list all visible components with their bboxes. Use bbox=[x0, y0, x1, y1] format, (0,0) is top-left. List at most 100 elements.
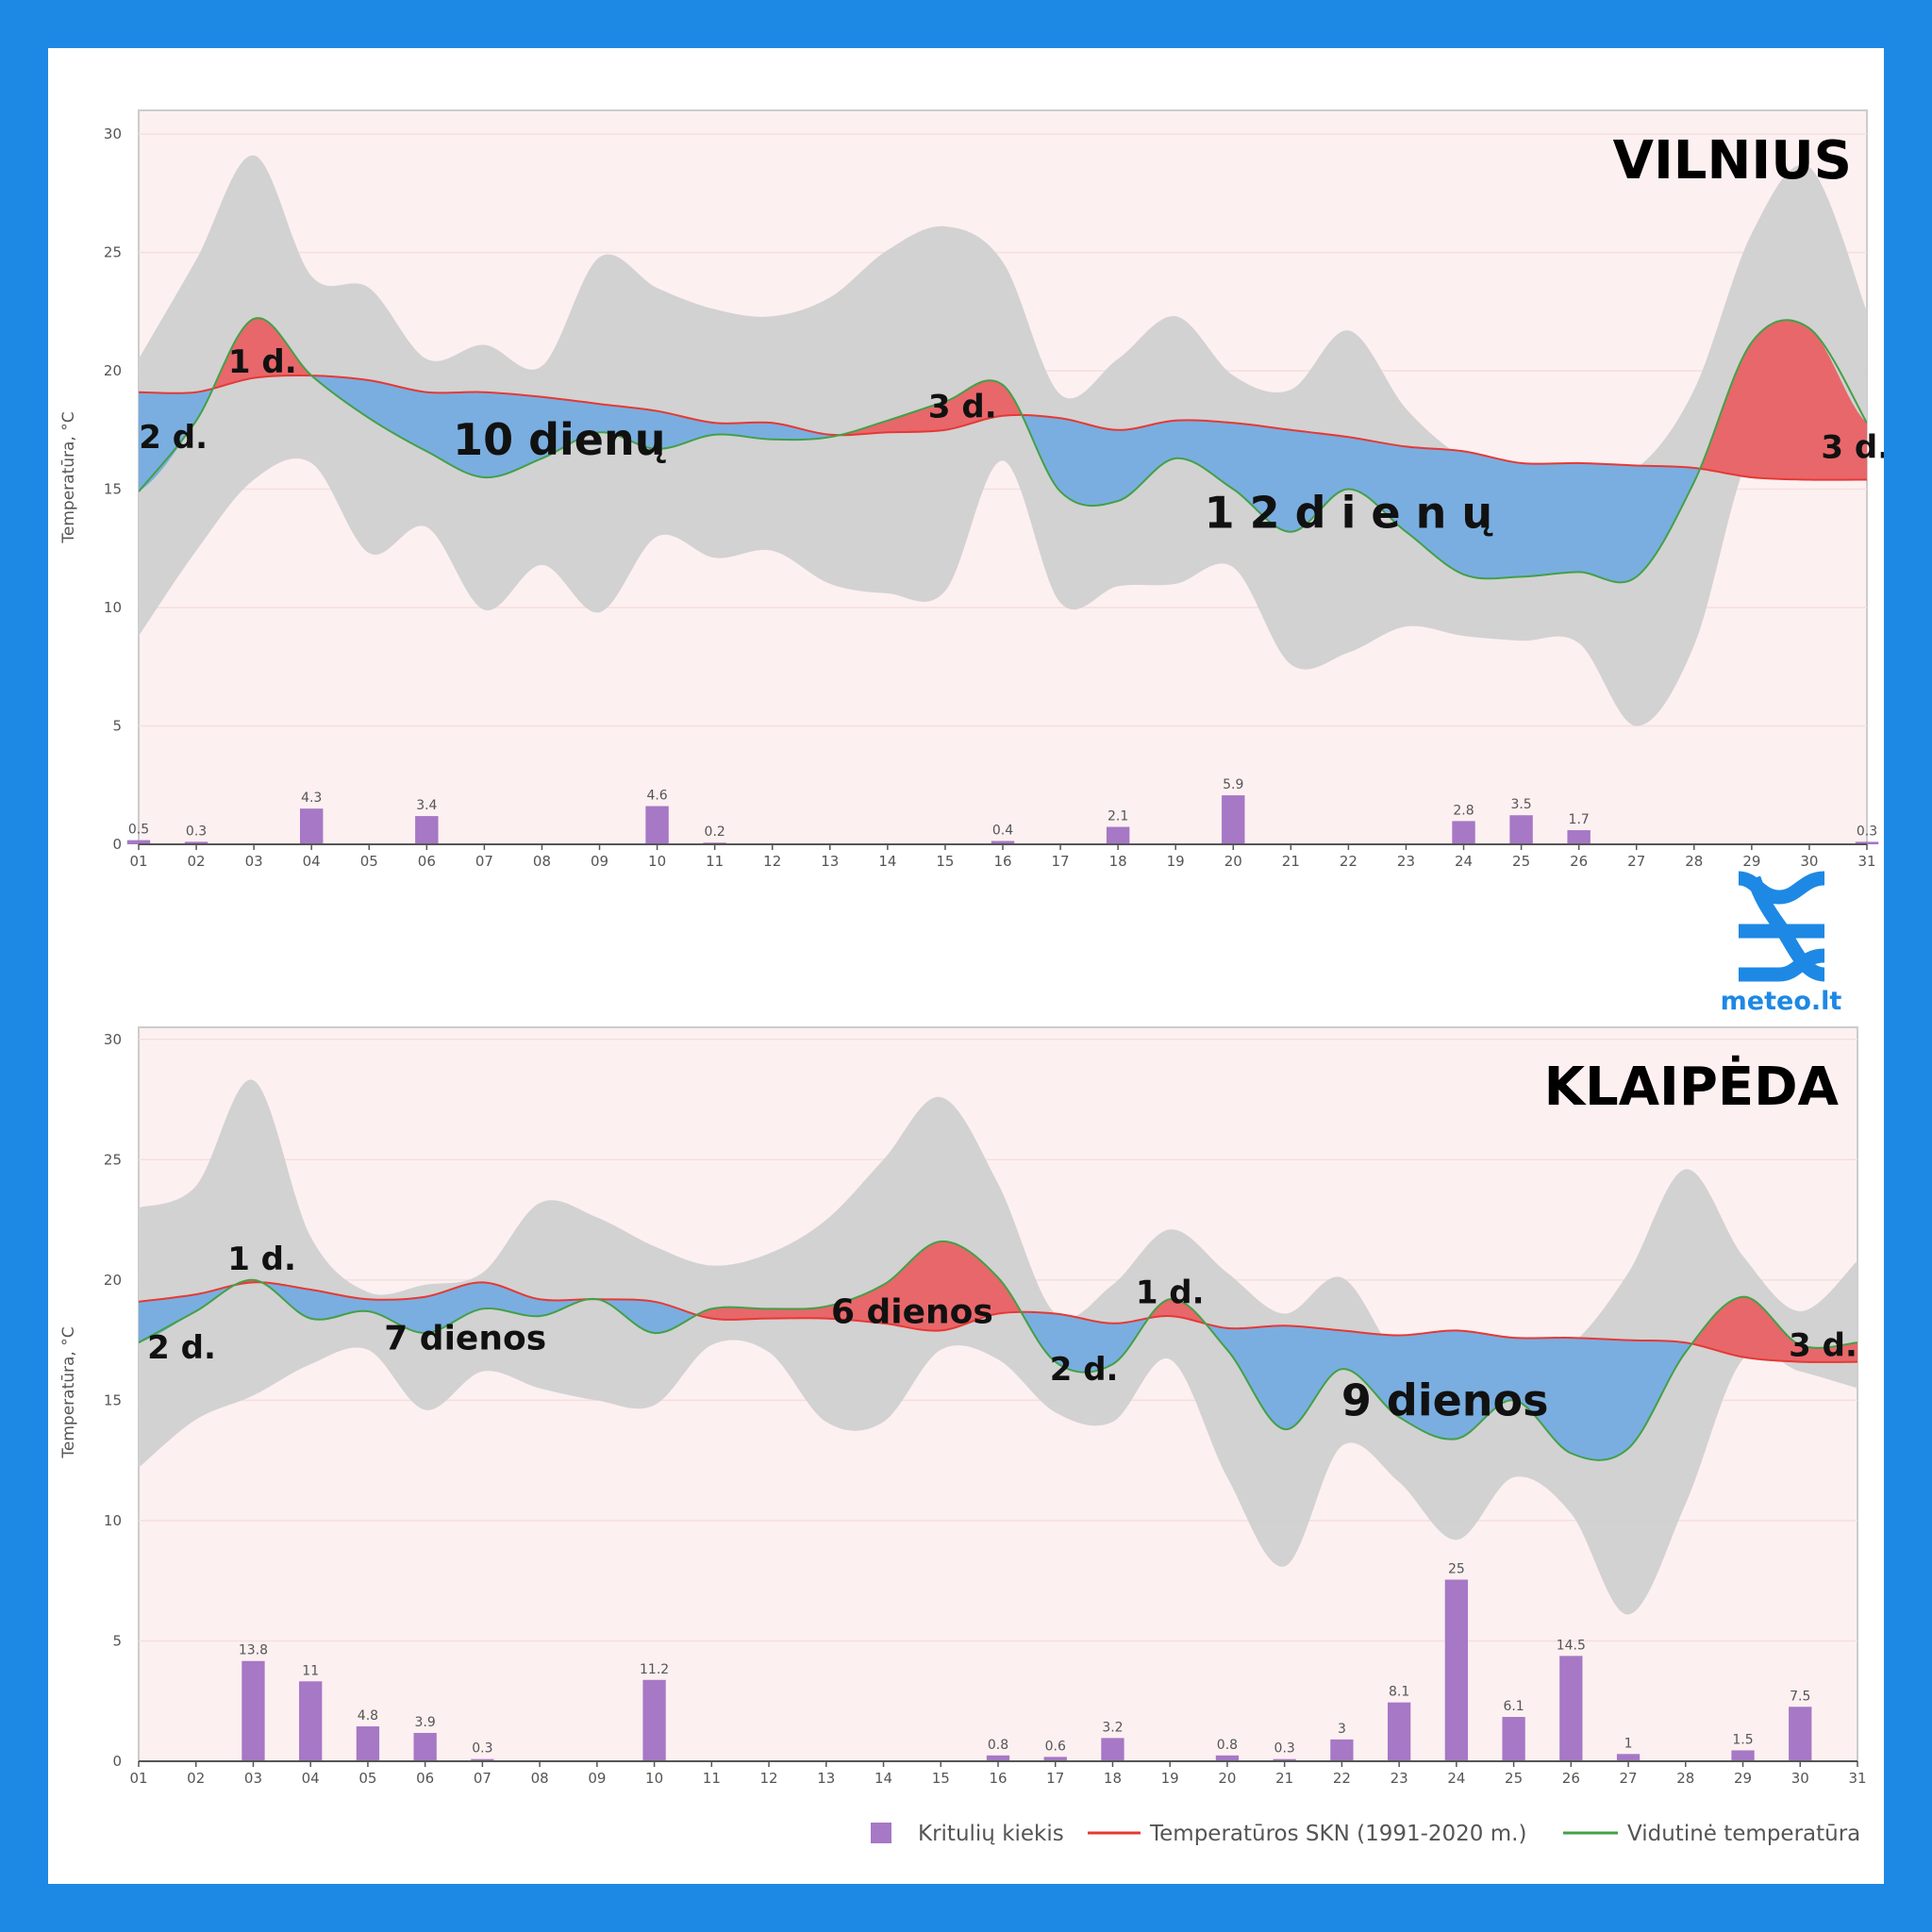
x-tick-label: 22 bbox=[1333, 1770, 1351, 1787]
x-tick-label: 27 bbox=[1627, 853, 1645, 870]
precipitation-label: 1.7 bbox=[1569, 812, 1590, 827]
x-tick-label: 17 bbox=[1046, 1770, 1064, 1787]
x-tick-label: 12 bbox=[763, 853, 781, 870]
x-tick-label: 29 bbox=[1734, 1770, 1752, 1787]
precipitation-label: 0.5 bbox=[128, 823, 149, 838]
y-tick-label: 25 bbox=[104, 244, 122, 261]
x-tick-label: 03 bbox=[245, 853, 263, 870]
precipitation-bar bbox=[1101, 1738, 1124, 1761]
x-tick-label: 16 bbox=[993, 853, 1011, 870]
precipitation-bar bbox=[1502, 1717, 1525, 1761]
precipitation-label: 1.5 bbox=[1732, 1732, 1753, 1747]
precipitation-bar bbox=[299, 1681, 323, 1761]
y-axis-title: Temperatūra, °C bbox=[59, 411, 78, 543]
precipitation-label: 0.3 bbox=[472, 1741, 492, 1757]
period-annotation: 1 d. bbox=[1136, 1274, 1205, 1311]
warm-anomaly-area bbox=[1691, 1296, 1857, 1362]
x-tick-label: 05 bbox=[358, 1770, 376, 1787]
precipitation-label: 1 bbox=[1624, 1736, 1633, 1751]
precipitation-bar bbox=[299, 808, 324, 844]
precipitation-label: 11 bbox=[302, 1663, 319, 1678]
y-tick-label: 20 bbox=[104, 362, 122, 379]
legend-precip-label[interactable]: Kritulių kiekis bbox=[918, 1822, 1064, 1846]
y-tick-label: 0 bbox=[112, 836, 122, 853]
precipitation-bar bbox=[184, 841, 208, 844]
cold-anomaly-area bbox=[311, 375, 841, 477]
y-tick-label: 10 bbox=[104, 1512, 122, 1529]
precipitation-label: 0.3 bbox=[1857, 824, 1877, 839]
x-tick-label: 28 bbox=[1676, 1770, 1694, 1787]
precipitation-bar bbox=[986, 1755, 1010, 1761]
period-annotation: 6 dienos bbox=[831, 1293, 993, 1332]
x-tick-label: 09 bbox=[588, 1770, 606, 1787]
precipitation-label: 4.3 bbox=[301, 791, 322, 806]
x-tick-label: 22 bbox=[1340, 853, 1357, 870]
precipitation-label: 13.8 bbox=[239, 1643, 268, 1658]
period-annotation: 2 d. bbox=[139, 419, 208, 457]
x-tick-label: 06 bbox=[416, 1770, 434, 1787]
y-tick-label: 15 bbox=[104, 481, 122, 498]
precipitation-label: 3.9 bbox=[415, 1715, 436, 1730]
y-tick-label: 0 bbox=[112, 1753, 122, 1770]
cold-anomaly-area bbox=[596, 1299, 697, 1333]
precipitation-label: 4.6 bbox=[646, 789, 667, 804]
temperature-range-band bbox=[139, 155, 1867, 726]
chart-frame: 0 5 10 15 20 25 30 Temperatūra, °C 0.5 0.3 4.3 3.4 4… bbox=[48, 48, 1884, 1884]
y-tick-label: 20 bbox=[104, 1272, 122, 1289]
y-tick-label: 15 bbox=[104, 1391, 122, 1408]
precipitation-bar bbox=[1222, 795, 1245, 844]
y-tick-label: 30 bbox=[104, 125, 122, 142]
warm-anomaly-area bbox=[1148, 1299, 1207, 1324]
precipitation-bar bbox=[991, 841, 1015, 844]
x-tick-label: 09 bbox=[591, 853, 608, 870]
cold-anomaly-area bbox=[1206, 1324, 1692, 1460]
x-tick-label: 25 bbox=[1505, 1770, 1523, 1787]
x-tick-label: 13 bbox=[821, 853, 839, 870]
x-tick-label: 21 bbox=[1282, 853, 1300, 870]
logo-text: meteo.lt bbox=[1721, 987, 1842, 1016]
precipitation-bar bbox=[642, 1679, 666, 1761]
x-tick-label: 30 bbox=[1800, 853, 1818, 870]
period-annotation: 1 d. bbox=[228, 343, 297, 381]
cold-anomaly-area bbox=[261, 1282, 590, 1333]
x-tick-label: 17 bbox=[1052, 853, 1070, 870]
x-tick-label: 03 bbox=[244, 1770, 262, 1787]
x-tick-label: 06 bbox=[418, 853, 436, 870]
y-tick-label: 10 bbox=[104, 599, 122, 616]
precipitation-label: 0.2 bbox=[705, 824, 725, 840]
city-title: VILNIUS bbox=[1613, 130, 1852, 192]
x-tick-label: 18 bbox=[1104, 1770, 1122, 1787]
cold-anomaly-area bbox=[1022, 414, 1701, 583]
precipitation-label: 4.8 bbox=[358, 1708, 378, 1724]
precipitation-bar bbox=[242, 1660, 265, 1761]
precipitation-bar bbox=[1043, 1757, 1067, 1761]
x-tick-label: 24 bbox=[1447, 1770, 1465, 1787]
legend-norm-label[interactable]: Temperatūros SKN (1991-2020 m.) bbox=[1149, 1822, 1526, 1846]
x-tick-label: 21 bbox=[1275, 1770, 1293, 1787]
legend-mean-label[interactable]: Vidutinė temperatūra bbox=[1627, 1822, 1860, 1846]
precipitation-label: 0.3 bbox=[186, 824, 207, 839]
precipitation-label: 11.2 bbox=[640, 1662, 669, 1677]
period-annotation: 9 dienos bbox=[1341, 1374, 1549, 1425]
period-annotation: 3 d. bbox=[928, 389, 997, 426]
y-axis-title: Temperatūra, °C bbox=[59, 1326, 78, 1458]
period-annotation: 2 d. bbox=[147, 1329, 216, 1367]
x-tick-label: 08 bbox=[531, 1770, 549, 1787]
x-tick-label: 10 bbox=[645, 1770, 663, 1787]
norm-temperature-line bbox=[139, 1281, 1857, 1363]
period-annotation: 1 2 d i e n ų bbox=[1205, 488, 1493, 539]
period-annotation: 3 d. bbox=[1821, 428, 1884, 466]
x-tick-label: 31 bbox=[1857, 853, 1875, 870]
x-tick-label: 05 bbox=[360, 853, 378, 870]
y-tick-label: 5 bbox=[112, 718, 122, 735]
period-annotation: 1 d. bbox=[227, 1241, 296, 1278]
period-annotation: 2 d. bbox=[1050, 1351, 1119, 1389]
x-tick-label: 20 bbox=[1224, 853, 1242, 870]
city-title: KLAIPĖDA bbox=[1544, 1057, 1840, 1118]
precipitation-label: 2.8 bbox=[1453, 803, 1474, 818]
x-tick-label: 01 bbox=[129, 853, 147, 870]
y-tick-label: 5 bbox=[112, 1632, 122, 1649]
meteo-logo: meteo.lt bbox=[1721, 871, 1842, 1016]
legend-precip-swatch bbox=[871, 1823, 891, 1843]
